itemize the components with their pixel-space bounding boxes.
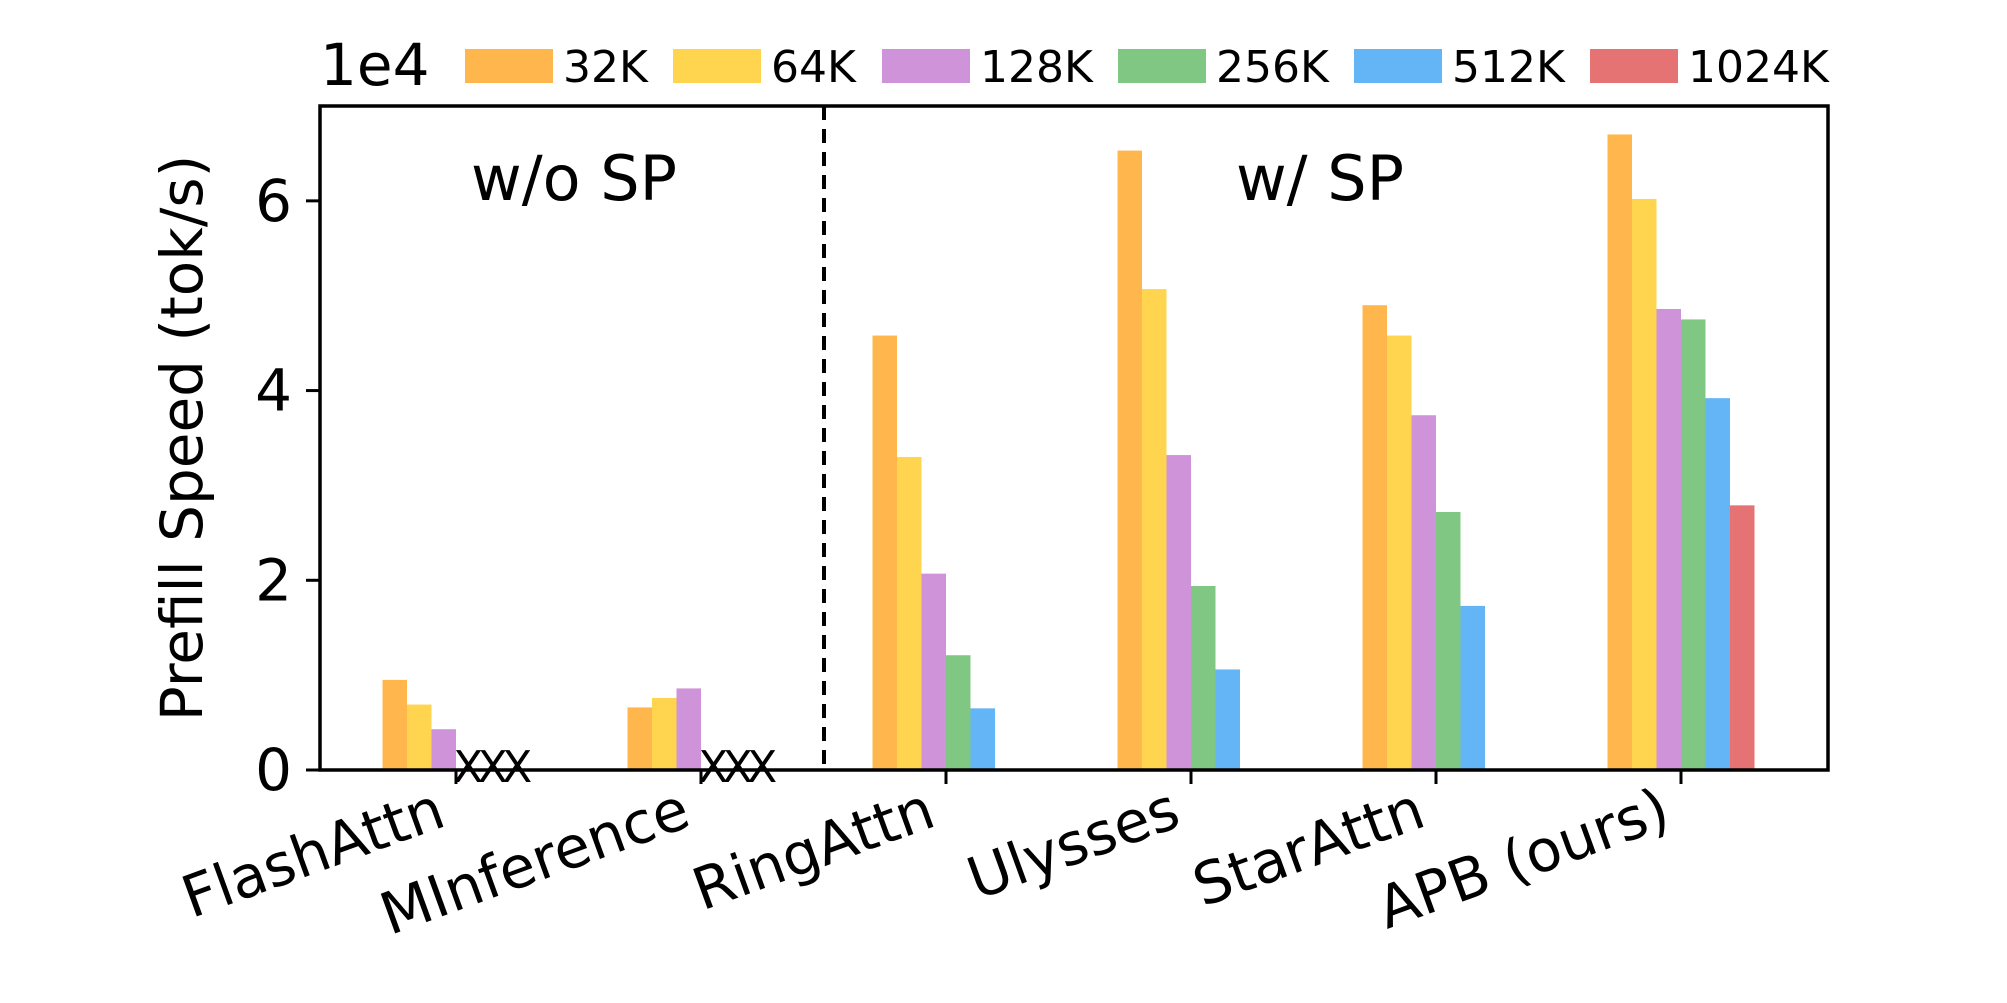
y-tick-label: 2 <box>255 546 292 614</box>
legend-swatch-1024k <box>1590 49 1678 83</box>
bar-apb-ours--128k <box>1656 308 1681 770</box>
bar-ringattn-128k <box>921 573 946 770</box>
missing-marker-1024k: X <box>747 742 777 793</box>
bar-apb-ours--256k <box>1681 319 1706 770</box>
plot-frame <box>318 104 1830 772</box>
annotation-with-sp: w/ SP <box>1236 142 1404 215</box>
missing-marker-512k: X <box>478 742 508 793</box>
bar-ringattn-512k <box>970 708 995 770</box>
legend-swatch-256k <box>1118 49 1206 83</box>
bar-ulysses-512k <box>1215 669 1240 770</box>
bar-starattn-128k <box>1411 415 1436 770</box>
x-tick-label: RingAttn <box>684 774 943 924</box>
legend-label-32k: 32K <box>563 42 649 93</box>
bar-starattn-512k <box>1460 605 1485 770</box>
bar-ringattn-256k <box>946 655 971 770</box>
bar-starattn-32k <box>1362 305 1387 770</box>
legend-label-256k: 256K <box>1216 42 1330 93</box>
bar-ulysses-64k <box>1142 289 1167 770</box>
y-tick-label: 4 <box>255 357 292 425</box>
legend-label-512k: 512K <box>1452 42 1566 93</box>
legend-swatch-128k <box>882 49 970 83</box>
bar-ulysses-32k <box>1117 150 1142 770</box>
x-tick-label: Ulysses <box>959 774 1188 913</box>
bar-minference-128k <box>676 688 701 770</box>
y-tick-label: 0 <box>255 736 292 804</box>
y-multiplier-label: 1e4 <box>320 31 430 99</box>
bar-minference-64k <box>652 697 677 770</box>
missing-marker-1024k: X <box>502 742 532 793</box>
missing-marker-512k: X <box>723 742 753 793</box>
bar-ulysses-128k <box>1166 455 1191 770</box>
bar-apb-ours--512k <box>1705 398 1730 770</box>
bar-flashattn-64k <box>407 704 432 770</box>
legend-swatch-32k <box>465 49 553 83</box>
bar-flashattn-32k <box>382 679 407 770</box>
bar-apb-ours--32k <box>1607 134 1632 770</box>
y-axis-label: Prefill Speed (tok/s) <box>148 155 216 722</box>
bar-ringattn-32k <box>872 335 897 770</box>
bar-starattn-256k <box>1436 511 1461 770</box>
bar-starattn-64k <box>1387 335 1412 770</box>
legend-label-128k: 128K <box>980 42 1094 93</box>
y-tick-label: 6 <box>255 167 292 235</box>
bar-ulysses-256k <box>1191 585 1216 770</box>
missing-marker-256k: X <box>698 742 728 793</box>
annotation-without-sp: w/o SP <box>471 142 677 215</box>
missing-marker-256k: X <box>453 742 483 793</box>
legend-swatch-64k <box>673 49 761 83</box>
bar-apb-ours--1024k <box>1730 505 1755 770</box>
bar-ringattn-64k <box>897 456 922 770</box>
legend-swatch-512k <box>1354 49 1442 83</box>
bar-minference-32k <box>627 707 652 770</box>
bar-apb-ours--64k <box>1632 198 1657 770</box>
legend-label-1024k: 1024K <box>1688 42 1830 93</box>
legend-label-64k: 64K <box>771 42 857 93</box>
bar-flashattn-128k <box>431 729 456 770</box>
